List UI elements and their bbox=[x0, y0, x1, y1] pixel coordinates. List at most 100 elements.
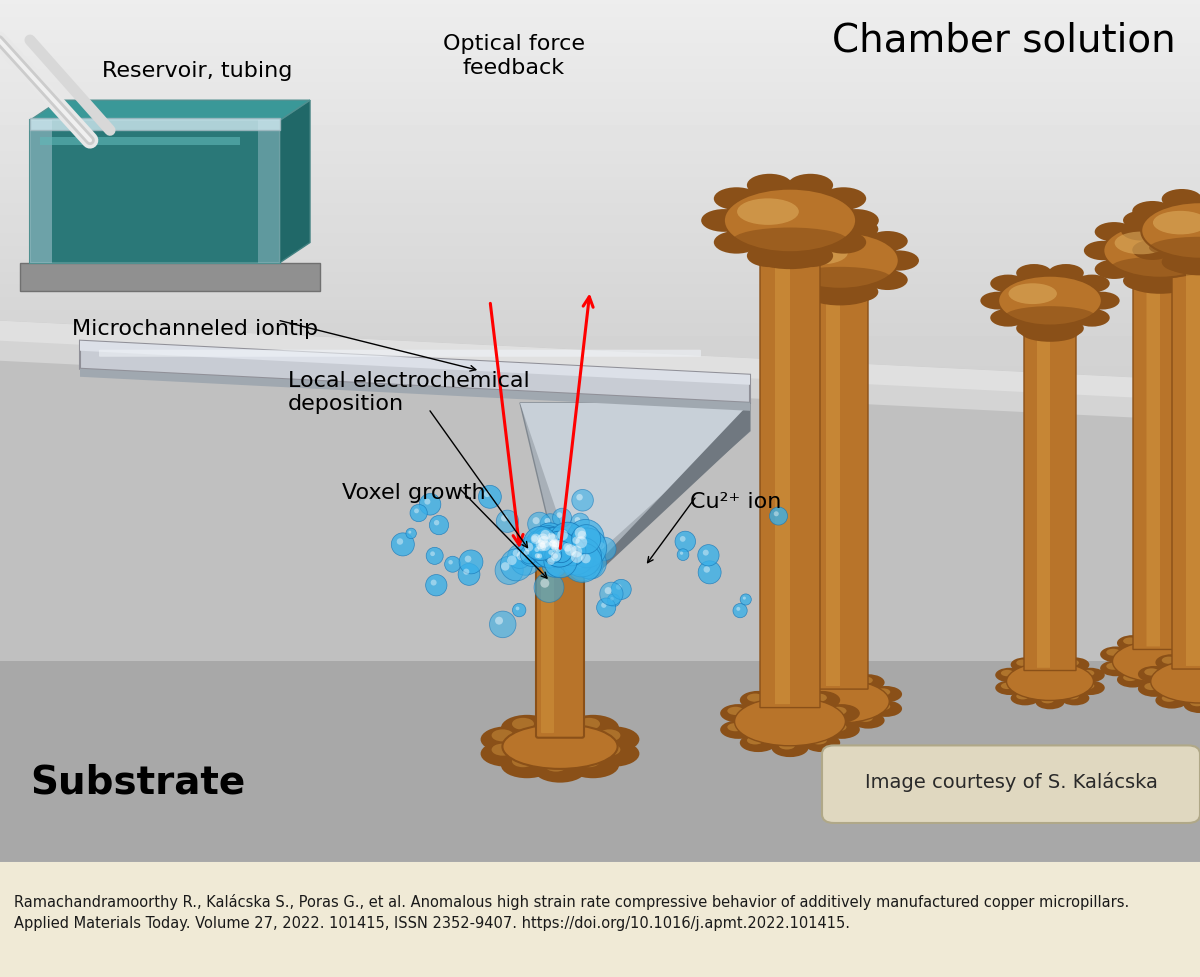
Ellipse shape bbox=[823, 717, 857, 733]
Ellipse shape bbox=[1123, 674, 1138, 681]
Ellipse shape bbox=[1100, 647, 1132, 662]
Circle shape bbox=[458, 564, 480, 585]
Circle shape bbox=[577, 531, 587, 539]
Circle shape bbox=[607, 594, 620, 607]
Circle shape bbox=[680, 552, 683, 555]
Polygon shape bbox=[30, 101, 310, 120]
FancyBboxPatch shape bbox=[826, 261, 840, 686]
Polygon shape bbox=[0, 320, 1200, 421]
FancyBboxPatch shape bbox=[30, 120, 52, 263]
Circle shape bbox=[538, 542, 546, 551]
Ellipse shape bbox=[1016, 319, 1051, 337]
Text: Chamber solution: Chamber solution bbox=[833, 21, 1176, 60]
Ellipse shape bbox=[737, 198, 799, 225]
Ellipse shape bbox=[724, 189, 856, 252]
Circle shape bbox=[557, 512, 563, 518]
FancyBboxPatch shape bbox=[40, 138, 240, 146]
Ellipse shape bbox=[1016, 693, 1030, 700]
Ellipse shape bbox=[1187, 260, 1200, 279]
Circle shape bbox=[575, 559, 583, 567]
Circle shape bbox=[550, 540, 556, 546]
Circle shape bbox=[571, 525, 601, 554]
Circle shape bbox=[541, 531, 577, 567]
Ellipse shape bbox=[500, 715, 553, 741]
Text: Reservoir, tubing: Reservoir, tubing bbox=[102, 61, 293, 81]
Circle shape bbox=[547, 535, 571, 560]
Ellipse shape bbox=[869, 701, 902, 717]
Circle shape bbox=[406, 529, 416, 538]
Ellipse shape bbox=[990, 275, 1026, 292]
Ellipse shape bbox=[752, 244, 828, 269]
Circle shape bbox=[532, 536, 560, 566]
Ellipse shape bbox=[868, 270, 907, 290]
Circle shape bbox=[568, 531, 592, 556]
Ellipse shape bbox=[588, 741, 640, 767]
Ellipse shape bbox=[838, 219, 878, 239]
Ellipse shape bbox=[785, 689, 799, 696]
Ellipse shape bbox=[568, 715, 619, 741]
Circle shape bbox=[611, 579, 631, 600]
Circle shape bbox=[582, 557, 589, 566]
Ellipse shape bbox=[1133, 201, 1172, 221]
Ellipse shape bbox=[1081, 683, 1094, 689]
Circle shape bbox=[449, 560, 452, 565]
Ellipse shape bbox=[1106, 649, 1121, 656]
Ellipse shape bbox=[876, 702, 890, 710]
Circle shape bbox=[575, 547, 606, 579]
Ellipse shape bbox=[1123, 271, 1162, 290]
Circle shape bbox=[571, 513, 589, 531]
Ellipse shape bbox=[779, 742, 796, 749]
Circle shape bbox=[548, 549, 566, 568]
Circle shape bbox=[527, 531, 548, 553]
Ellipse shape bbox=[545, 713, 568, 726]
Circle shape bbox=[529, 533, 560, 565]
Ellipse shape bbox=[1076, 667, 1105, 682]
Circle shape bbox=[500, 549, 533, 581]
Ellipse shape bbox=[852, 712, 884, 729]
Circle shape bbox=[548, 550, 553, 555]
Polygon shape bbox=[0, 661, 1200, 862]
Ellipse shape bbox=[858, 677, 872, 684]
Ellipse shape bbox=[578, 718, 600, 730]
Text: Microchanneled iontip: Microchanneled iontip bbox=[72, 319, 318, 339]
Circle shape bbox=[743, 597, 746, 600]
FancyBboxPatch shape bbox=[1133, 250, 1187, 650]
Circle shape bbox=[508, 544, 532, 569]
Circle shape bbox=[698, 561, 721, 584]
Circle shape bbox=[566, 520, 604, 557]
Circle shape bbox=[430, 516, 449, 534]
Circle shape bbox=[611, 597, 614, 601]
Circle shape bbox=[426, 547, 443, 565]
Circle shape bbox=[571, 489, 593, 511]
Ellipse shape bbox=[1198, 189, 1200, 209]
Polygon shape bbox=[30, 120, 280, 263]
Circle shape bbox=[533, 533, 568, 568]
Circle shape bbox=[530, 543, 547, 560]
Circle shape bbox=[535, 539, 545, 549]
Ellipse shape bbox=[1001, 670, 1014, 676]
Circle shape bbox=[552, 542, 558, 547]
Circle shape bbox=[596, 598, 616, 617]
Circle shape bbox=[697, 544, 719, 566]
Circle shape bbox=[598, 542, 605, 549]
Circle shape bbox=[530, 533, 541, 544]
Ellipse shape bbox=[720, 720, 757, 739]
Ellipse shape bbox=[793, 241, 848, 265]
Circle shape bbox=[534, 547, 539, 552]
Ellipse shape bbox=[1166, 253, 1200, 276]
Ellipse shape bbox=[878, 250, 919, 271]
Circle shape bbox=[425, 498, 431, 505]
Ellipse shape bbox=[1190, 652, 1200, 659]
Ellipse shape bbox=[1177, 637, 1192, 645]
Ellipse shape bbox=[1115, 232, 1168, 254]
FancyBboxPatch shape bbox=[0, 862, 1200, 977]
Circle shape bbox=[538, 533, 548, 544]
Circle shape bbox=[552, 553, 558, 559]
Circle shape bbox=[520, 546, 539, 564]
Ellipse shape bbox=[1061, 658, 1090, 672]
Circle shape bbox=[534, 523, 566, 556]
Ellipse shape bbox=[1194, 662, 1200, 670]
Ellipse shape bbox=[714, 231, 760, 254]
Ellipse shape bbox=[823, 720, 860, 739]
Ellipse shape bbox=[1145, 676, 1176, 692]
